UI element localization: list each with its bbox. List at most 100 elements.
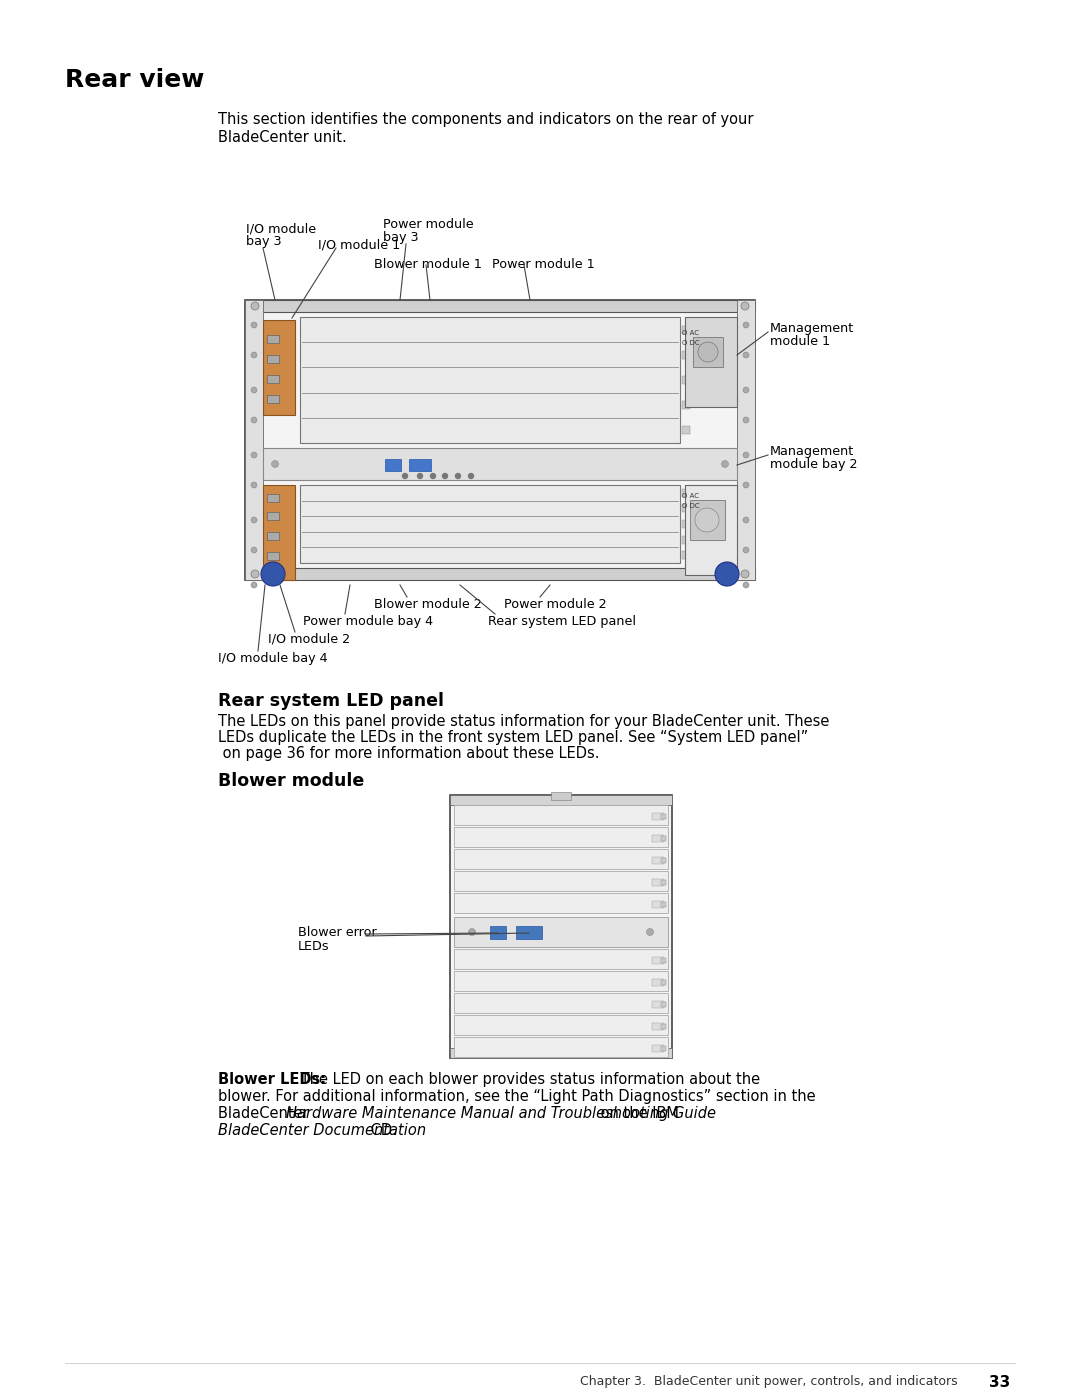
Text: bay 3: bay 3 [383,231,419,244]
Bar [267,495,279,502]
Bar [685,485,737,576]
Circle shape [251,548,257,553]
Bar [652,979,664,986]
Text: Management: Management [770,446,854,458]
Bar [454,1016,669,1035]
Text: I/O module bay 4: I/O module bay 4 [218,652,327,665]
Bar [652,1002,664,1009]
Circle shape [261,562,285,585]
Bar [245,300,755,580]
Circle shape [443,474,447,479]
Text: Blower module 2: Blower module 2 [374,598,482,610]
Bar [454,949,669,970]
Bar [661,1024,666,1030]
Text: Blower LEDs:: Blower LEDs: [218,1071,326,1087]
Circle shape [251,570,259,578]
Text: blower. For additional information, see the “Light Path Diagnostics” section in : blower. For additional information, see … [218,1090,815,1104]
Bar [300,317,680,443]
Bar [661,958,666,963]
Circle shape [743,453,750,458]
Bar [681,504,690,513]
Circle shape [251,517,257,522]
Bar [681,552,690,559]
Text: O AC: O AC [681,493,699,499]
Bar [661,835,666,841]
Circle shape [743,352,750,358]
Text: 33: 33 [989,1375,1010,1390]
Bar [681,351,690,359]
Text: O DC: O DC [681,503,700,509]
Bar [450,795,672,1058]
Circle shape [743,548,750,553]
Circle shape [403,474,407,479]
Circle shape [418,474,422,479]
Circle shape [743,416,750,423]
Bar [661,814,666,819]
Bar [652,901,664,908]
Text: BladeCenter: BladeCenter [218,1106,313,1120]
Text: Rear view: Rear view [65,68,204,92]
Bar [661,981,666,985]
Bar [661,858,666,863]
Bar [267,355,279,363]
Bar [264,485,295,580]
Circle shape [741,570,750,578]
Text: O DC: O DC [681,339,700,346]
Text: Rear system LED panel: Rear system LED panel [488,615,636,629]
Circle shape [456,474,460,479]
Bar [300,485,680,563]
Bar [737,300,755,580]
Circle shape [721,461,729,468]
Circle shape [743,387,750,393]
Bar [267,511,279,520]
Circle shape [251,416,257,423]
Bar [409,460,431,471]
Bar [245,300,264,580]
Bar [267,395,279,402]
Bar [450,1048,672,1058]
Circle shape [251,387,257,393]
Bar [681,520,690,528]
Bar [661,902,666,907]
Bar [681,535,690,543]
Text: on page 36 for more information about these LEDs.: on page 36 for more information about th… [218,746,599,761]
Bar [384,460,401,471]
Text: This section identifies the components and indicators on the rear of your: This section identifies the components a… [218,112,754,127]
Bar [454,993,669,1013]
Bar [652,1045,664,1052]
Circle shape [469,474,473,479]
Circle shape [741,302,750,310]
Circle shape [469,929,475,936]
Text: BladeCenter Documentation: BladeCenter Documentation [218,1123,427,1139]
Bar [267,374,279,383]
Bar [681,489,690,497]
Circle shape [251,482,257,488]
Bar [681,326,690,334]
Bar [454,893,669,914]
Text: CD.: CD. [366,1123,396,1139]
Circle shape [743,517,750,522]
Text: Power module bay 4: Power module bay 4 [303,615,433,629]
Bar [652,813,664,820]
Circle shape [743,583,750,588]
Text: Blower module: Blower module [218,773,364,789]
Bar [652,1023,664,1030]
Text: Blower module 1: Blower module 1 [374,258,482,271]
Text: Chapter 3.  BladeCenter unit power, controls, and indicators: Chapter 3. BladeCenter unit power, contr… [580,1375,958,1389]
Bar [661,1046,666,1051]
Text: Rear system LED panel: Rear system LED panel [218,692,444,710]
Bar [454,971,669,990]
Text: Power module 1: Power module 1 [492,258,595,271]
Text: I/O module: I/O module [246,222,316,235]
Bar [450,795,672,805]
Circle shape [743,321,750,328]
Bar [454,870,669,891]
Bar [661,1002,666,1007]
Bar [693,337,723,367]
Bar [652,879,664,886]
Circle shape [251,352,257,358]
Bar [685,317,737,407]
Text: Power module 2: Power module 2 [504,598,607,610]
Text: O AC: O AC [681,330,699,337]
Text: bay 3: bay 3 [246,235,282,249]
